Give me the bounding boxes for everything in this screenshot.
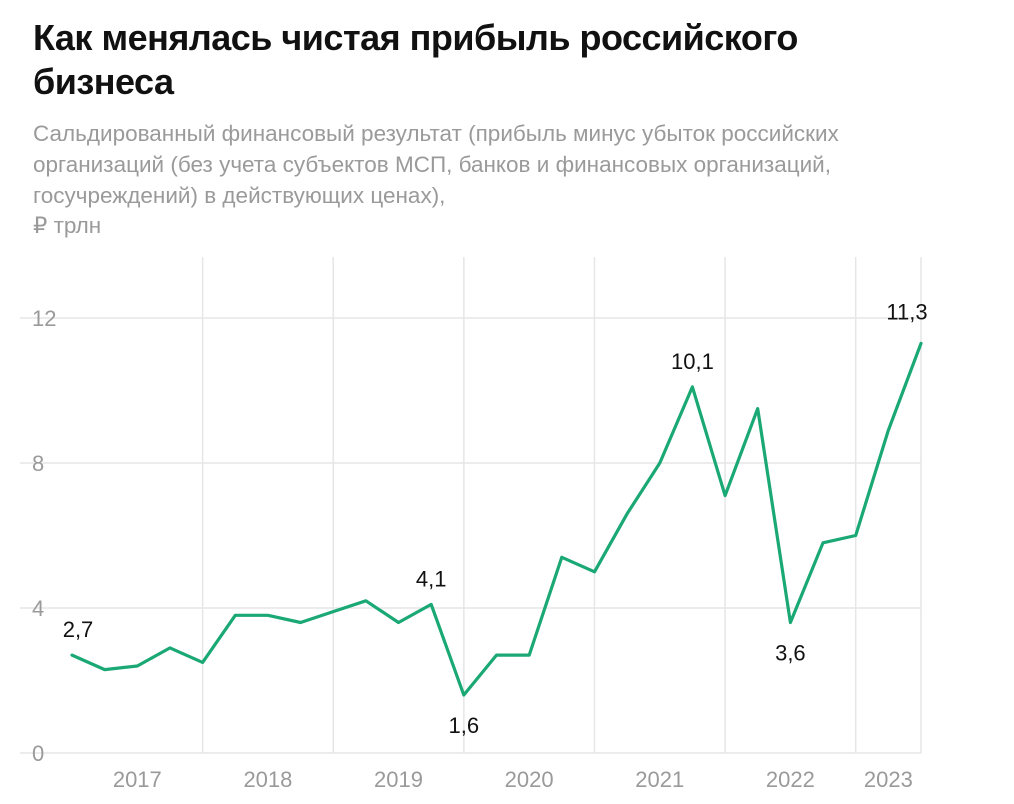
x-tick-label: 2021 xyxy=(635,767,684,792)
x-tick-label: 2022 xyxy=(766,767,815,792)
x-tick-label: 2018 xyxy=(243,767,292,792)
y-axis-ticks: 0 4 8 12 xyxy=(32,306,56,766)
chart-title: Как менялась чистая прибыль российского … xyxy=(33,17,798,102)
data-label: 2,7 xyxy=(63,617,94,642)
profit-line xyxy=(70,341,923,697)
x-tick-label: 2019 xyxy=(374,767,423,792)
data-label: 1,6 xyxy=(449,713,480,738)
chart-subtitle: Сальдированный финансовый результат (при… xyxy=(33,121,839,208)
grid-lines xyxy=(20,257,922,754)
x-tick-label: 2023 xyxy=(864,767,913,792)
data-label: 11,3 xyxy=(886,299,927,324)
x-tick-label: 2017 xyxy=(113,767,162,792)
y-tick-label: 12 xyxy=(32,306,56,331)
x-axis-ticks: 2017 2018 2019 2020 2021 2022 2023 xyxy=(113,767,913,792)
data-label: 4,1 xyxy=(416,566,447,591)
y-axis-unit: ₽ трлн xyxy=(33,213,102,238)
data-labels: 2,7 4,1 1,6 10,1 3,6 11,3 xyxy=(63,299,928,738)
x-tick-label: 2020 xyxy=(505,767,554,792)
data-label: 10,1 xyxy=(671,349,714,374)
y-tick-label: 4 xyxy=(32,596,44,621)
data-label: 3,6 xyxy=(775,641,806,666)
series-line xyxy=(70,341,923,697)
y-tick-label: 8 xyxy=(32,451,44,476)
y-tick-label: 0 xyxy=(32,741,44,766)
